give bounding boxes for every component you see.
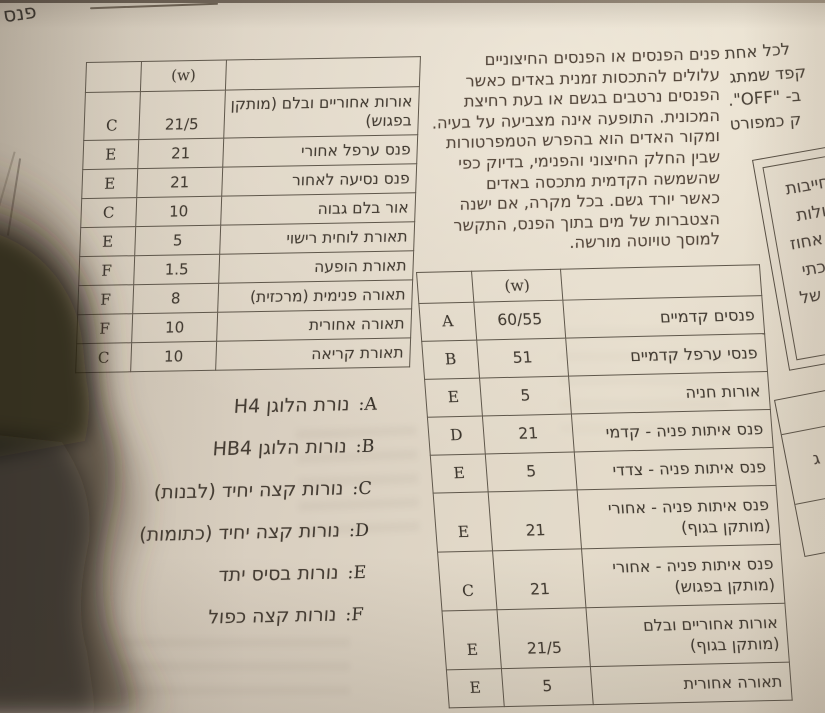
light-description-cell: פנסי ערפל קדמיים	[565, 333, 768, 377]
table-row: אורות אחוריים ובלם (מותקן בגוף) 21/5 E	[441, 603, 790, 670]
light-description-cell: תאורה אחורית	[216, 308, 412, 342]
bulb-type-code-cell: E	[79, 226, 136, 257]
cropped-table-box: ג	[774, 372, 825, 558]
light-description-cell: פנס איתות פניה - קדמי	[571, 409, 774, 452]
wattage-cell: 10	[131, 312, 218, 343]
legend-item: A: נורת הלוגן H4	[51, 393, 378, 423]
legend-item: C: נורות קצה יחיד (לבנות)	[45, 477, 372, 507]
light-description-cell: פנס איתות פניה - צדדי	[574, 447, 777, 490]
cropped-table-header	[775, 374, 825, 436]
light-description-cell: תאורת קריאה	[215, 337, 411, 371]
wattage-cell: 21	[137, 138, 224, 169]
light-description-cell: פנס איתות פניה - אחורי (מותקן בגוף)	[577, 485, 781, 549]
wattage-cell: 10	[135, 196, 222, 227]
cropped-text-line: חייבות	[783, 172, 825, 200]
header-cell-empty	[560, 264, 762, 301]
cropped-corner-word: פנס	[1, 0, 38, 28]
wattage-cell: 5	[485, 451, 578, 492]
light-description-cell: פנס נסיעה לאחור	[221, 163, 417, 197]
rear-lights-table: (w) אורות אחוריים ובלם (מותקן בפגוש) 21/…	[75, 56, 421, 374]
wattage-cell: 60/55	[473, 300, 566, 341]
bulb-type-code-cell: E	[82, 139, 139, 170]
table-row: תאורת קריאה 10 C	[75, 337, 411, 373]
light-description-cell: תאורה פנימית (מרכזית)	[217, 279, 413, 313]
wattage-cell: 5	[501, 666, 594, 707]
wattage-cell: 21	[482, 414, 575, 454]
legend-label: נורת הלוגן H4	[233, 393, 351, 418]
header-cell-empty	[225, 56, 421, 91]
bulb-type-code-cell: E	[433, 491, 493, 553]
light-description-cell: תאורת לוחית רישוי	[219, 221, 415, 255]
bulb-type-code-cell: D	[427, 416, 486, 456]
wattage-cell: 5	[479, 376, 572, 417]
legend-label: נורות קצה יחיד (כתומות)	[138, 519, 341, 547]
wattage-cell: 21/5	[496, 607, 591, 669]
legend-key: C:	[351, 478, 373, 500]
cropped-right-column: לכל אחת קפד שמתג ב- "OFF". ק כמפורט	[724, 29, 825, 135]
bulb-type-code-cell: C	[80, 197, 137, 228]
legend-label: נורות קצה יחיד (לבנות)	[153, 477, 345, 504]
wattage-cell: 10	[130, 341, 217, 372]
legend-item: F: נורות קצה כפול	[37, 603, 365, 633]
table-row: אורות אחוריים ובלם (מותקן בפגוש) 21/5 C	[83, 86, 420, 141]
legend-label: נורות הלוגן HB4	[211, 435, 348, 461]
wattage-header-cell: (w)	[471, 269, 563, 303]
wattage-cell: 8	[132, 283, 219, 314]
wattage-cell: 21/5	[138, 90, 226, 140]
bulb-type-code-cell: C	[75, 342, 132, 373]
legend-key: A:	[357, 394, 378, 416]
wattage-cell: 21	[492, 548, 586, 610]
bulb-type-code-cell: E	[441, 609, 502, 670]
light-description-cell: אורות אחוריים ובלם (מותקן בפגוש)	[223, 86, 420, 139]
bulb-type-code-cell: E	[81, 168, 138, 199]
table-row: פנס איתות פניה - אחורי (מותקן בגוף) 21 E	[433, 485, 781, 553]
table-row: תאורה אחורית 5 E	[446, 662, 793, 708]
wattage-cell: 51	[476, 338, 569, 379]
light-description-cell: אור בלם גבוה	[220, 192, 416, 226]
legend-key: F:	[344, 604, 365, 626]
bulb-type-code-cell: C	[83, 91, 141, 141]
legend-item: D: נורות קצה יחיד (כתומות)	[42, 519, 370, 549]
cropped-header-rule	[90, 2, 218, 10]
legend-item: E: נורות בסיס יתד	[40, 561, 367, 591]
wattage-cell: 1.5	[133, 254, 220, 285]
front-lights-table: (w) פנסים קדמיים 60/55 A פנסי ערפל קדמיי…	[416, 264, 793, 709]
light-description-cell: אורות חניה	[568, 371, 771, 415]
bulb-type-code-cell: F	[78, 255, 135, 286]
bulb-type-code-cell: C	[437, 550, 497, 611]
wattage-header-cell: (w)	[140, 60, 227, 92]
bulb-type-code-cell: F	[77, 284, 134, 315]
condensation-paragraph: פנים הפנסים או הפנסים החיצוניים עלולים ל…	[394, 44, 720, 259]
bulb-type-code-cell: E	[446, 668, 505, 708]
legend-key: B:	[354, 436, 376, 458]
bulb-type-legend: A: נורת הלוגן H4 B: נורות הלוגן HB4 C: נורו…	[36, 393, 378, 653]
bulb-type-code-cell: A	[418, 302, 477, 342]
caution-box-inner-frame: חייבות לולות אחוז זכתי של	[762, 124, 825, 361]
bulb-type-code-cell: E	[424, 378, 483, 418]
light-description-cell: אורות אחוריים ובלם (מותקן בגוף)	[585, 603, 790, 667]
legend-label: נורות קצה כפול	[207, 603, 338, 629]
header-cell-empty	[416, 271, 474, 304]
bulb-type-code-cell: F	[76, 313, 133, 344]
light-description-cell: פנסים קדמיים	[562, 295, 765, 339]
light-description-cell: פנס איתות פניה - אחורי (מותקן בפגוש)	[581, 544, 785, 608]
caution-box-text: חייבות לולות אחוז זכתי של	[764, 126, 825, 325]
legend-key: D:	[348, 520, 370, 542]
table-row: פנס איתות פניה - אחורי (מותקן בפגוש) 21 …	[437, 544, 785, 611]
light-description-cell: תאורה אחורית	[590, 662, 793, 705]
bulb-type-code-cell: E	[430, 453, 489, 494]
photo-top-edge	[0, 0, 825, 3]
wattage-cell: 5	[134, 225, 221, 256]
legend-label: נורות בסיס יתד	[217, 561, 340, 587]
legend-item: B: נורות הלוגן HB4	[48, 435, 375, 465]
wattage-cell: 21	[136, 167, 223, 198]
bulb-type-code-cell: B	[421, 340, 480, 380]
header-cell-empty	[85, 61, 142, 93]
legend-key: E:	[346, 562, 367, 584]
light-description-cell: פנס ערפל אחורי	[222, 134, 418, 168]
light-description-cell: תאורת הופעה	[218, 250, 414, 284]
wattage-cell: 21	[488, 489, 582, 551]
